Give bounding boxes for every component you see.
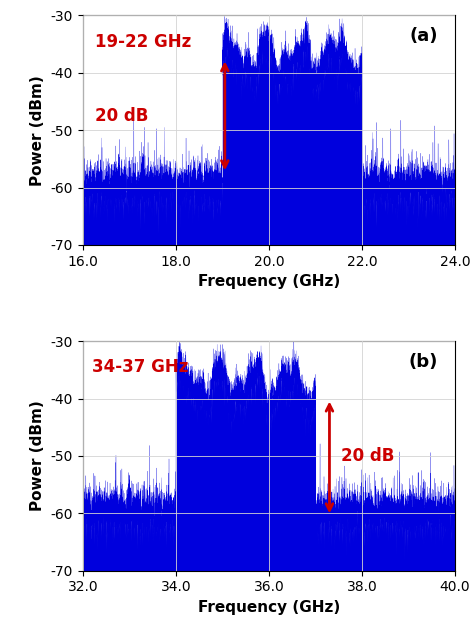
Text: (a): (a) [410, 27, 438, 45]
X-axis label: Frequency (GHz): Frequency (GHz) [198, 600, 340, 615]
X-axis label: Frequency (GHz): Frequency (GHz) [198, 274, 340, 289]
Y-axis label: Power (dBm): Power (dBm) [30, 400, 45, 511]
Text: 20 dB: 20 dB [341, 447, 394, 465]
Text: 20 dB: 20 dB [95, 107, 148, 125]
Y-axis label: Power (dBm): Power (dBm) [30, 75, 45, 186]
Text: 34-37 GHz: 34-37 GHz [92, 358, 189, 376]
Text: 19-22 GHz: 19-22 GHz [95, 33, 191, 51]
Text: (b): (b) [409, 353, 438, 371]
